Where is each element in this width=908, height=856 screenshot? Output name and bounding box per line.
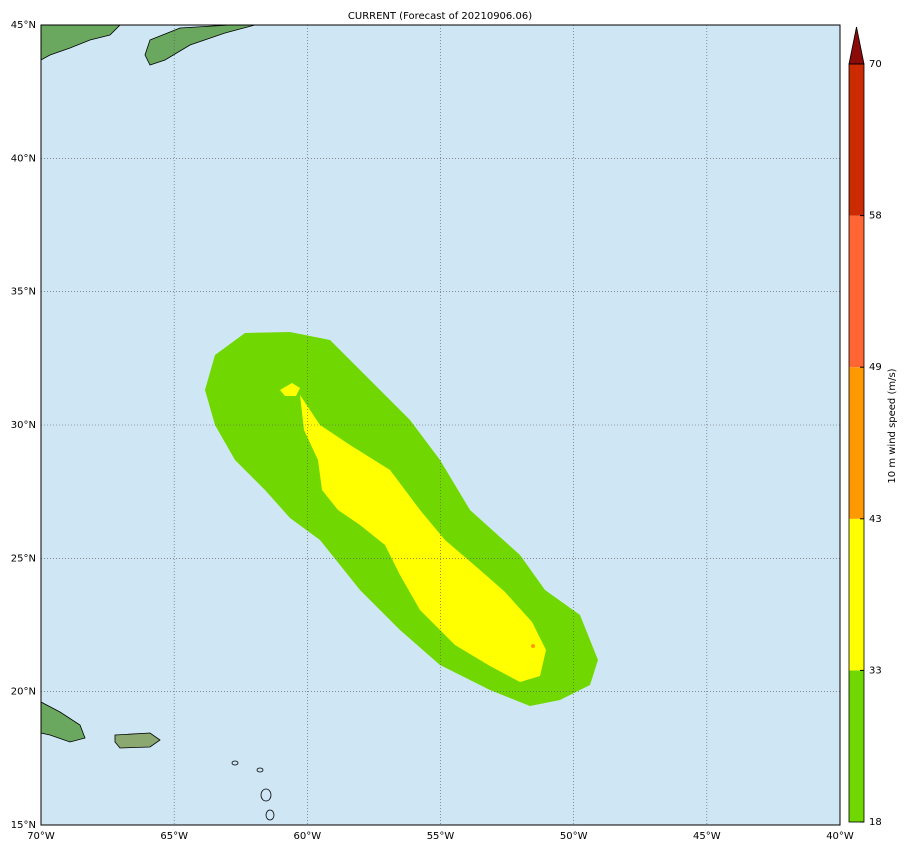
x-tick-label: 50°W xyxy=(560,831,588,842)
swath-49 xyxy=(531,644,535,648)
x-tick-label: 45°W xyxy=(693,831,721,842)
colorbar-tick-label: 49 xyxy=(869,362,882,373)
colorbar: 18 33 43 49 58 70 xyxy=(848,26,882,828)
y-tick-label: 25°N xyxy=(11,553,36,564)
y-tick-label: 45°N xyxy=(11,20,36,31)
colorbar-tick-label: 33 xyxy=(869,665,882,676)
colorbar-segment xyxy=(849,215,864,368)
colorbar-segment xyxy=(849,64,864,216)
y-tick-label: 15°N xyxy=(11,820,36,831)
colorbar-frame xyxy=(848,63,865,823)
colorbar-tick-label: 70 xyxy=(869,59,882,70)
colorbar-segment xyxy=(849,367,864,519)
x-tick-label: 65°W xyxy=(160,831,188,842)
map-frame xyxy=(40,24,841,826)
y-tick-label: 40°N xyxy=(11,153,36,164)
colorbar-tick-label: 18 xyxy=(869,817,882,828)
y-tick-label: 30°N xyxy=(11,420,36,431)
x-tick-label: 70°W xyxy=(27,831,55,842)
x-tick-label: 60°W xyxy=(294,831,322,842)
colorbar-label: 10 m wind speed (m/s) xyxy=(887,368,898,483)
swath-43 xyxy=(300,395,546,682)
map-title: CURRENT (Forecast of 20210906.06) xyxy=(348,11,532,22)
colorbar-tick-label: 43 xyxy=(869,514,882,525)
wind-swath xyxy=(205,332,598,706)
x-tick-label: 40°W xyxy=(826,831,854,842)
colorbar-tick-label: 58 xyxy=(869,211,882,222)
colorbar-extend xyxy=(848,26,865,65)
colorbar-segment xyxy=(849,670,864,822)
y-tick-label: 20°N xyxy=(11,687,36,698)
x-tick-label: 55°W xyxy=(427,831,455,842)
land xyxy=(40,24,275,821)
swath-43 xyxy=(280,383,300,396)
colorbar-segment xyxy=(849,518,864,671)
y-tick-label: 35°N xyxy=(11,287,36,298)
